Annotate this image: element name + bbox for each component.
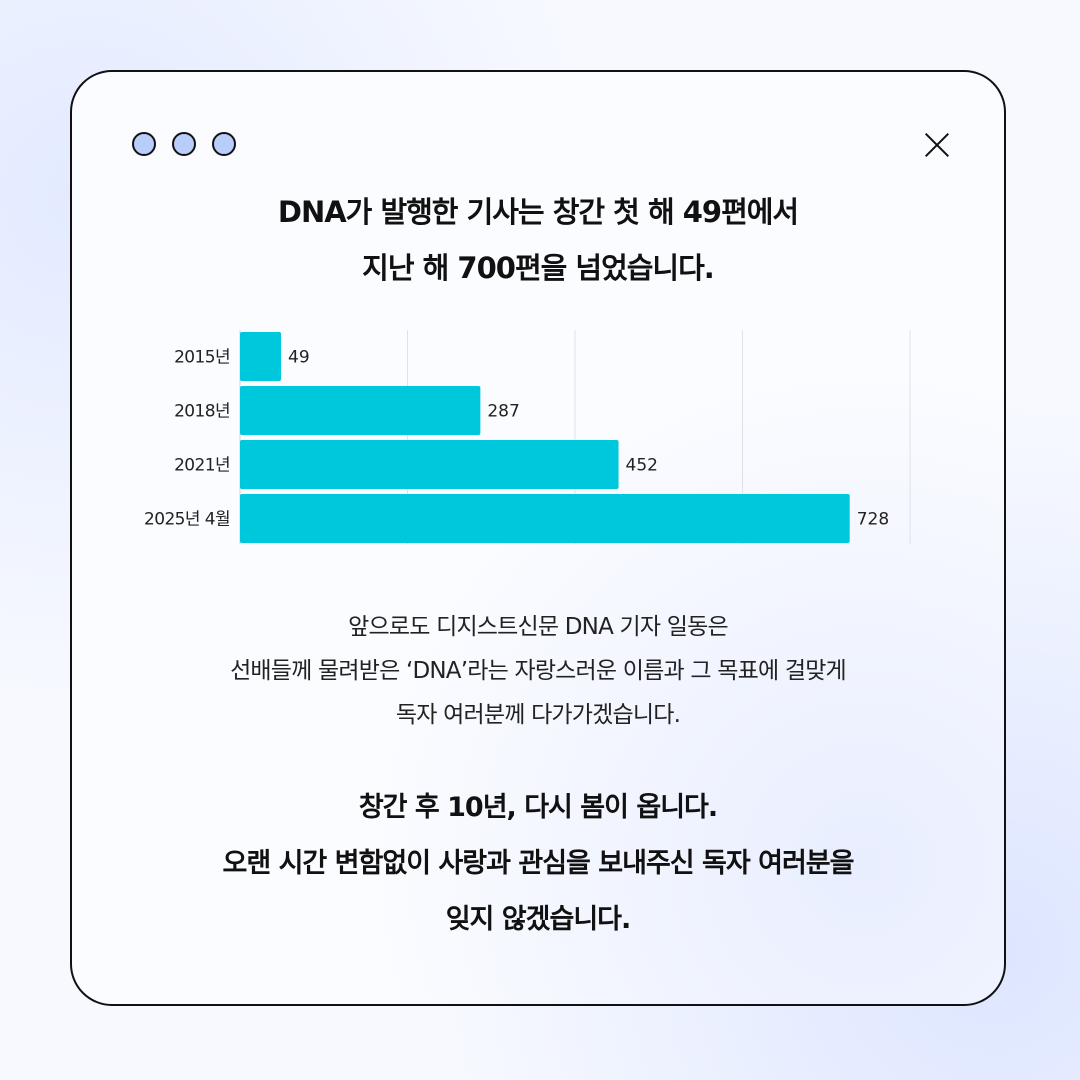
closing-line-2: 오랜 시간 변함없이 사랑과 관심을 보내주신 독자 여러분을 — [222, 848, 855, 879]
body-text: 앞으로도 디지스트신문 DNA 기자 일동은 선배들께 물려받은 ‘DNA’라는… — [72, 605, 1004, 737]
body-line-1: 앞으로도 디지스트신문 DNA 기자 일동은 — [348, 614, 729, 640]
window-dot-icon — [132, 132, 156, 156]
closing-line-1: 창간 후 10년, 다시 봄이 옵니다. — [358, 792, 718, 823]
bar-chart: 2015년 49 2018년 287 2021년 452 2025년 4월 728 — [144, 330, 911, 544]
category-label: 2025년 4월 — [144, 510, 230, 530]
bar — [240, 494, 850, 543]
category-label: 2015년 — [174, 348, 230, 368]
value-label: 287 — [487, 402, 519, 422]
window-dot-icon — [172, 132, 196, 156]
category-label: 2021년 — [174, 456, 230, 476]
bar — [240, 386, 481, 435]
value-label: 49 — [288, 348, 310, 368]
closing-line-3: 잊지 않겠습니다. — [445, 904, 632, 935]
bar — [240, 332, 282, 381]
headline-line-1: DNA가 발행한 기사는 창간 첫 해 49편에서 — [277, 195, 799, 229]
headline: DNA가 발행한 기사는 창간 첫 해 49편에서 지난 해 700편을 넘었습… — [72, 184, 1004, 296]
window-dots — [132, 132, 236, 156]
category-label: 2018년 — [174, 402, 230, 422]
headline-line-2: 지난 해 700편을 넘었습니다. — [362, 251, 715, 285]
value-label: 728 — [857, 510, 889, 530]
closing-text: 창간 후 10년, 다시 봄이 옵니다. 오랜 시간 변함없이 사랑과 관심을 … — [72, 780, 1004, 948]
body-line-2: 선배들께 물려받은 ‘DNA’라는 자랑스러운 이름과 그 목표에 걸맞게 — [230, 658, 847, 684]
value-label: 452 — [626, 456, 658, 476]
window-dot-icon — [212, 132, 236, 156]
bar — [240, 440, 619, 489]
content-card: DNA가 발행한 기사는 창간 첫 해 49편에서 지난 해 700편을 넘었습… — [70, 70, 1006, 1006]
body-line-3: 독자 여러분께 다가가겠습니다. — [395, 702, 681, 728]
